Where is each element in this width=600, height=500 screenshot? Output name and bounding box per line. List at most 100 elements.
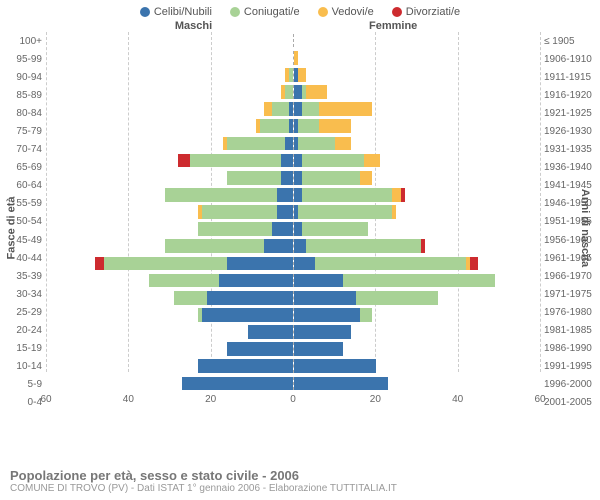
x-tick: 20 — [205, 394, 216, 405]
bar-male — [46, 377, 293, 391]
seg-cel — [294, 274, 343, 288]
y-tick-birth: 1976-1980 — [544, 303, 600, 321]
seg-cel — [248, 325, 293, 339]
seg-con — [104, 257, 228, 271]
pyramid-row — [46, 323, 540, 340]
bar-male — [46, 342, 293, 356]
x-axis: 6040200204060 — [46, 394, 540, 412]
bar-female — [293, 188, 540, 202]
y-tick-birth: 1996-2000 — [544, 376, 600, 394]
y-tick-age: 80-84 — [0, 104, 42, 122]
y-tick-age: 30-34 — [0, 285, 42, 303]
seg-cel — [227, 342, 293, 356]
y-tick-birth: 1916-1920 — [544, 86, 600, 104]
seg-con — [285, 85, 293, 99]
seg-ved — [319, 102, 372, 116]
bar-female — [293, 325, 540, 339]
legend: Celibi/NubiliConiugati/eVedovi/eDivorzia… — [0, 0, 600, 20]
pyramid-row — [46, 341, 540, 358]
bar-female — [293, 222, 540, 236]
seg-cel — [202, 308, 293, 322]
pyramid-row — [46, 203, 540, 220]
seg-con — [302, 188, 392, 202]
x-tick: 60 — [40, 394, 51, 405]
bar-male — [46, 257, 293, 271]
pyramid-row — [46, 66, 540, 83]
pyramid-row — [46, 118, 540, 135]
x-tick: 40 — [452, 394, 463, 405]
y-tick-age: 100+ — [0, 32, 42, 50]
x-tick: 40 — [123, 394, 134, 405]
seg-ved — [319, 119, 352, 133]
bar-female — [293, 171, 540, 185]
y-tick-age: 20-24 — [0, 322, 42, 340]
y-tick-birth: 1991-1995 — [544, 358, 600, 376]
y-tick-age: 90-94 — [0, 68, 42, 86]
y-axis-right-label: Anni di nascita — [579, 189, 591, 267]
bar-female — [293, 257, 540, 271]
y-tick-birth: 1936-1940 — [544, 159, 600, 177]
bar-male — [46, 359, 293, 373]
x-tick: 20 — [370, 394, 381, 405]
seg-cel — [294, 257, 315, 271]
seg-cel — [207, 291, 293, 305]
pyramid-row — [46, 272, 540, 289]
seg-con — [356, 291, 438, 305]
bar-male — [46, 154, 293, 168]
seg-con — [302, 171, 359, 185]
y-tick-birth: 2001-2005 — [544, 394, 600, 412]
seg-con — [190, 154, 281, 168]
seg-cel — [277, 188, 293, 202]
seg-ved — [264, 102, 272, 116]
bar-female — [293, 137, 540, 151]
pyramid-row — [46, 101, 540, 118]
seg-div — [178, 154, 190, 168]
bar-female — [293, 291, 540, 305]
bar-male — [46, 325, 293, 339]
seg-ved — [360, 171, 372, 185]
bar-male — [46, 85, 293, 99]
y-tick-age: 35-39 — [0, 267, 42, 285]
legend-label: Divorziati/e — [406, 6, 460, 18]
legend-label: Coniugati/e — [244, 6, 300, 18]
y-tick-age: 15-19 — [0, 340, 42, 358]
seg-cel — [281, 171, 293, 185]
seg-ved — [298, 68, 306, 82]
y-tick-birth: 1961-1965 — [544, 249, 600, 267]
bar-male — [46, 51, 293, 65]
bar-male — [46, 137, 293, 151]
bar-female — [293, 239, 540, 253]
y-tick-age: 5-9 — [0, 376, 42, 394]
seg-con — [298, 119, 319, 133]
seg-div — [95, 257, 103, 271]
bar-female — [293, 274, 540, 288]
y-tick-age: 75-79 — [0, 122, 42, 140]
bar-male — [46, 188, 293, 202]
seg-con — [198, 222, 272, 236]
bar-female — [293, 119, 540, 133]
bar-female — [293, 359, 540, 373]
y-tick-birth: ≤ 1905 — [544, 32, 600, 50]
seg-cel — [294, 171, 302, 185]
seg-div — [421, 239, 425, 253]
seg-con — [227, 171, 281, 185]
bar-female — [293, 85, 540, 99]
bar-female — [293, 34, 540, 48]
bar-male — [46, 291, 293, 305]
y-tick-age: 0-4 — [0, 394, 42, 412]
y-tick-birth: 1951-1955 — [544, 213, 600, 231]
pyramid-row — [46, 32, 540, 49]
bar-male — [46, 205, 293, 219]
legend-swatch — [392, 7, 402, 17]
y-tick-birth: 1921-1925 — [544, 104, 600, 122]
seg-cel — [294, 188, 302, 202]
pyramid-row — [46, 289, 540, 306]
legend-item: Vedovi/e — [318, 6, 374, 18]
pyramid-row — [46, 152, 540, 169]
seg-con — [315, 257, 467, 271]
legend-swatch — [140, 7, 150, 17]
y-tick-age: 95-99 — [0, 50, 42, 68]
bar-male — [46, 239, 293, 253]
y-axis-left-label: Fasce di età — [5, 197, 17, 260]
legend-item: Coniugati/e — [230, 6, 300, 18]
